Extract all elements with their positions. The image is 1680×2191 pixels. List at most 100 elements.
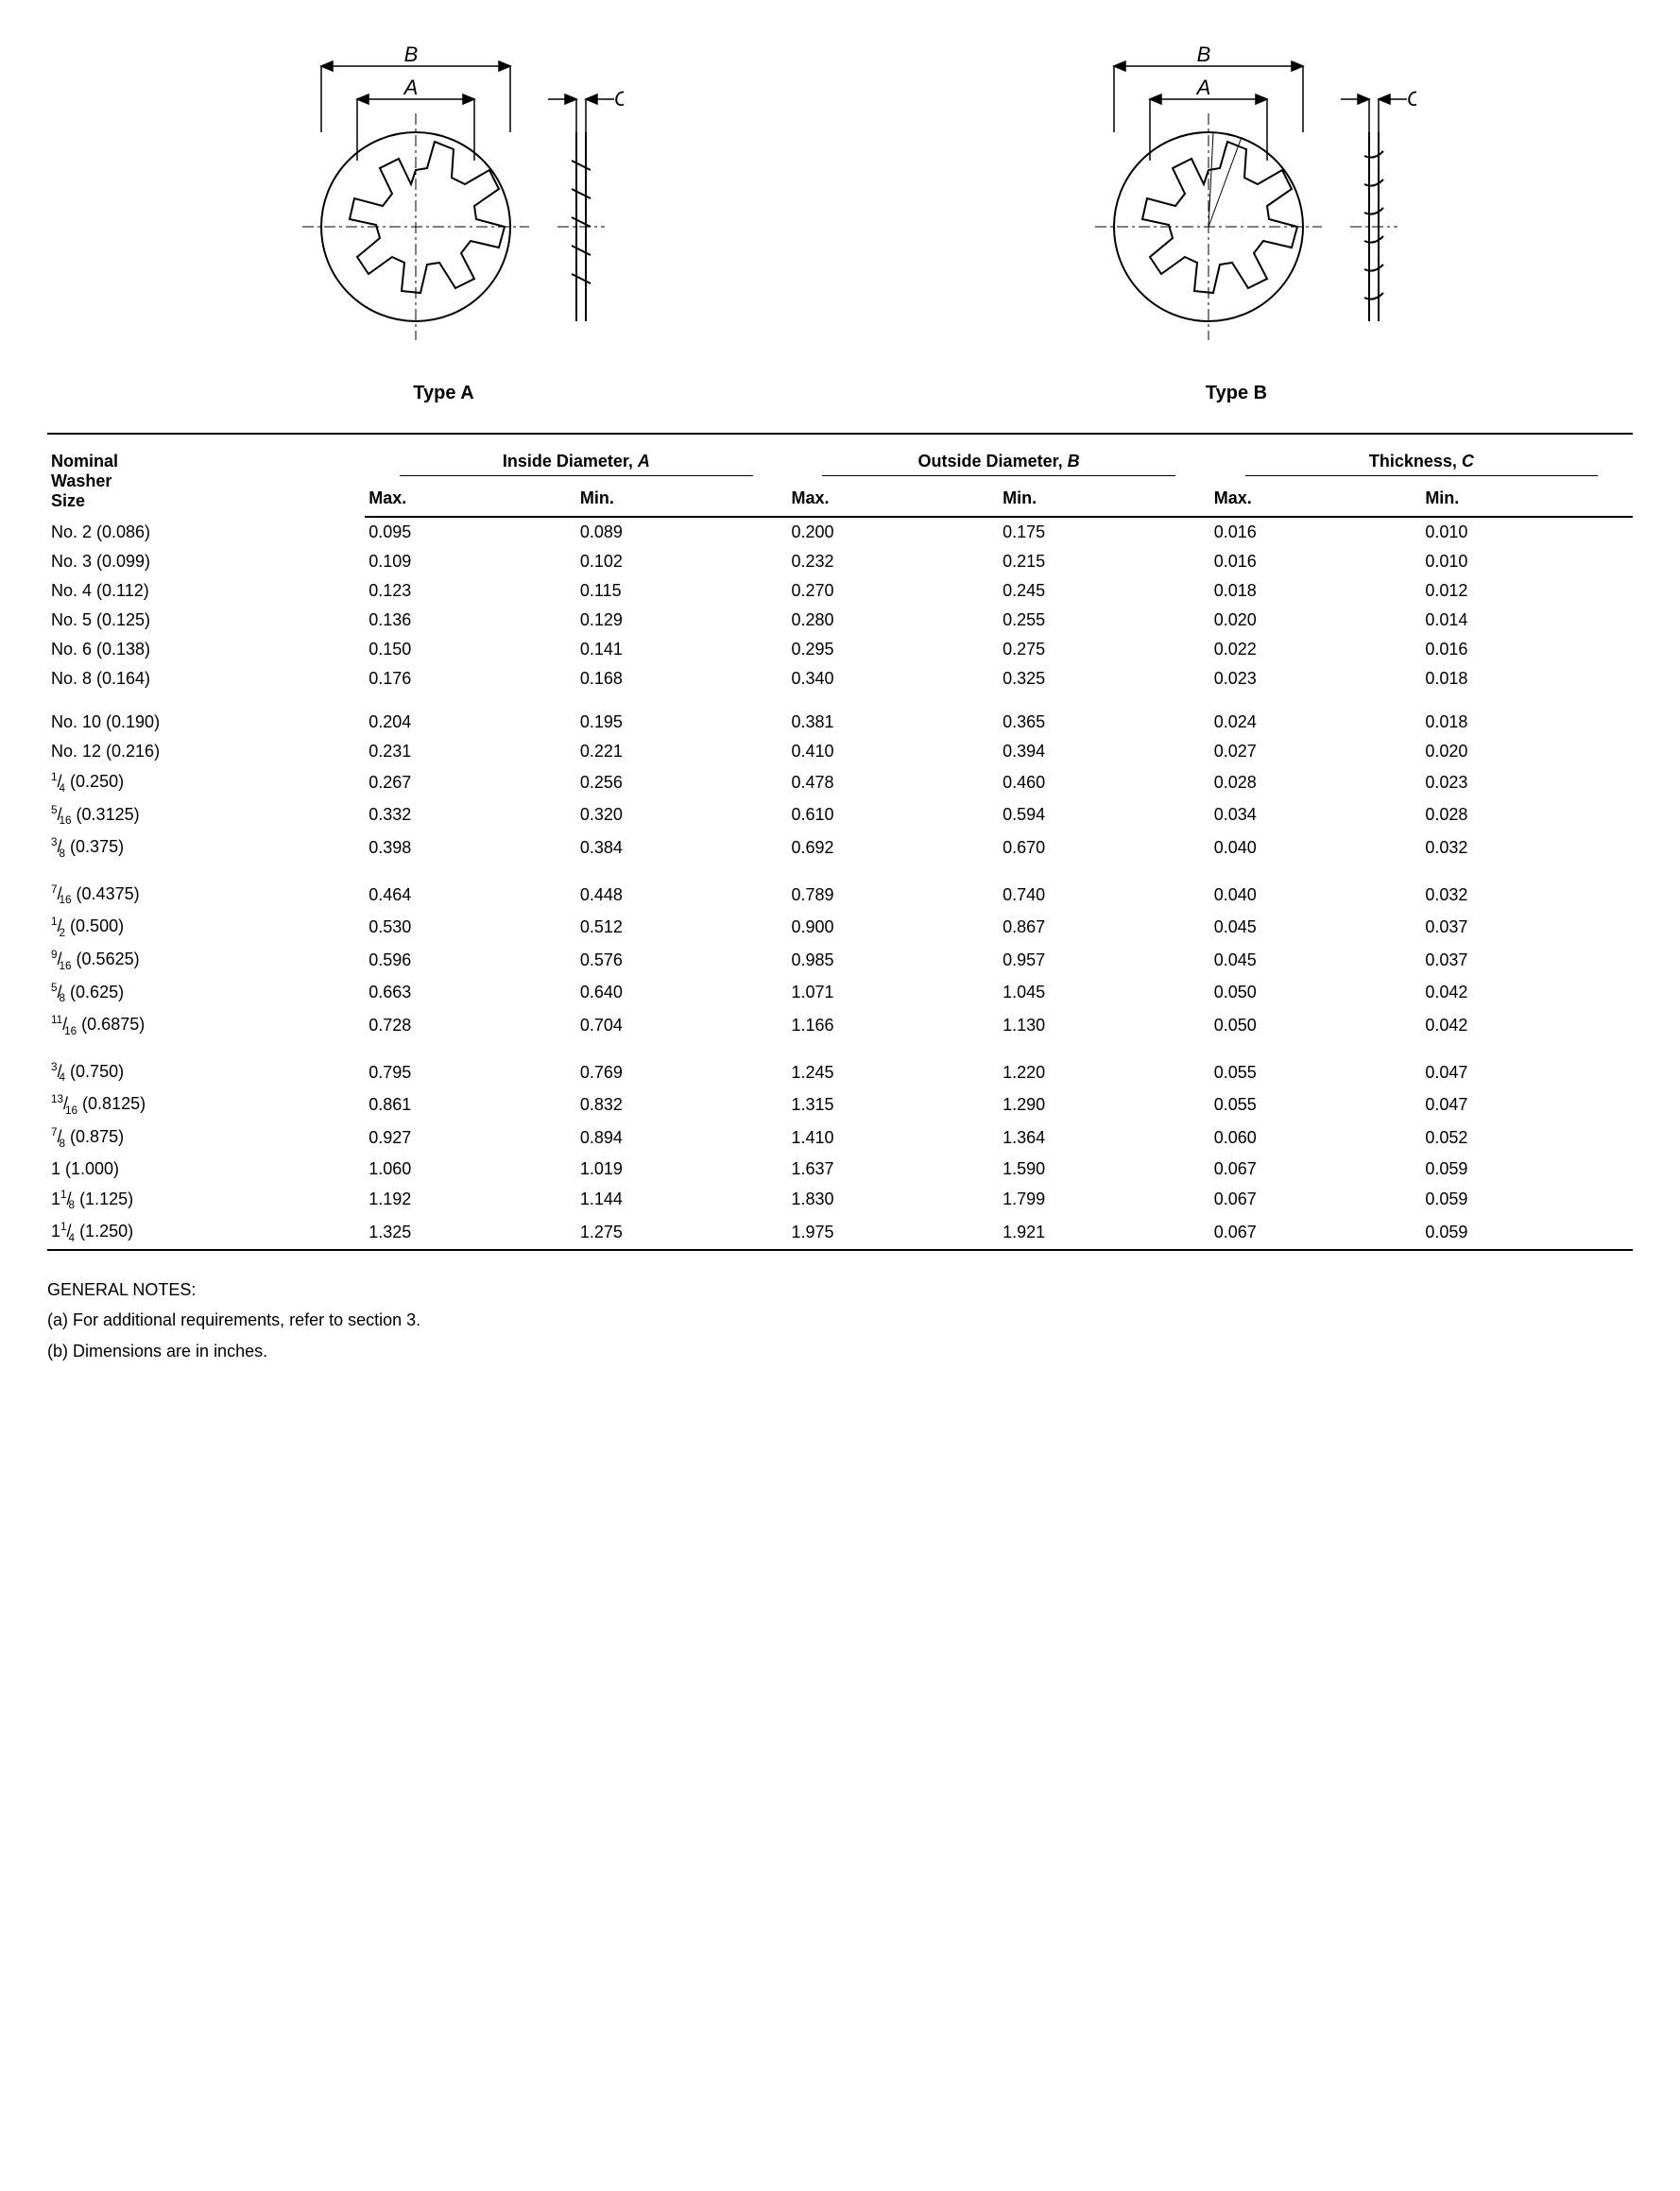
cell-c-max: 0.067	[1210, 1216, 1422, 1250]
cell-b-min: 0.245	[999, 576, 1210, 606]
cell-a-min: 0.640	[576, 977, 788, 1010]
cell-c-max: 0.067	[1210, 1155, 1422, 1184]
header-b-min: Min.	[999, 483, 1210, 517]
cell-a-max: 0.136	[365, 606, 576, 635]
cell-b-min: 0.255	[999, 606, 1210, 635]
cell-a-max: 1.325	[365, 1216, 576, 1250]
table-row: 5/8 (0.625)0.6630.6401.0711.0450.0500.04…	[47, 977, 1633, 1010]
cell-a-max: 0.176	[365, 664, 576, 693]
cell-c-max: 0.020	[1210, 606, 1422, 635]
cell-a-min: 1.144	[576, 1184, 788, 1217]
header-b-max: Max.	[787, 483, 999, 517]
cell-b-max: 0.280	[787, 606, 999, 635]
table-row: No. 8 (0.164)0.1760.1680.3400.3250.0230.…	[47, 664, 1633, 693]
cell-size: No. 4 (0.112)	[47, 576, 365, 606]
note-b: (b) Dimensions are in inches.	[47, 1336, 1633, 1366]
diagram-type-b: B A	[1057, 38, 1416, 404]
table-row: No. 12 (0.216)0.2310.2210.4100.3940.0270…	[47, 737, 1633, 766]
cell-c-min: 0.032	[1421, 831, 1633, 864]
cell-a-max: 0.109	[365, 547, 576, 576]
cell-a-min: 0.384	[576, 831, 788, 864]
header-inside: Inside Diameter, A	[365, 434, 787, 483]
general-notes: GENERAL NOTES: (a) For additional requir…	[47, 1275, 1633, 1366]
cell-b-max: 0.478	[787, 766, 999, 799]
table-row: No. 2 (0.086)0.0950.0890.2000.1750.0160.…	[47, 517, 1633, 547]
cell-size: No. 6 (0.138)	[47, 635, 365, 664]
cell-c-min: 0.059	[1421, 1184, 1633, 1217]
cell-b-min: 1.130	[999, 1009, 1210, 1042]
cell-c-min: 0.047	[1421, 1042, 1633, 1089]
note-a: (a) For additional requirements, refer t…	[47, 1305, 1633, 1335]
cell-c-min: 0.020	[1421, 737, 1633, 766]
cell-b-min: 0.460	[999, 766, 1210, 799]
svg-text:B: B	[1196, 43, 1210, 66]
cell-a-min: 0.769	[576, 1042, 788, 1089]
cell-a-max: 0.795	[365, 1042, 576, 1089]
cell-b-max: 0.381	[787, 693, 999, 737]
header-outside: Outside Diameter, B	[787, 434, 1209, 483]
cell-a-min: 0.894	[576, 1121, 788, 1155]
cell-a-max: 0.095	[365, 517, 576, 547]
cell-b-min: 0.215	[999, 547, 1210, 576]
cell-size: 3/4 (0.750)	[47, 1042, 365, 1089]
cell-b-max: 1.166	[787, 1009, 999, 1042]
cell-b-max: 0.270	[787, 576, 999, 606]
cell-a-min: 0.576	[576, 944, 788, 977]
table-row: 5/16 (0.3125)0.3320.3200.6100.5940.0340.…	[47, 799, 1633, 832]
cell-a-min: 1.275	[576, 1216, 788, 1250]
cell-c-min: 0.014	[1421, 606, 1633, 635]
washer-svg-type-a: B A	[265, 38, 624, 368]
cell-a-max: 0.728	[365, 1009, 576, 1042]
cell-a-max: 1.060	[365, 1155, 576, 1184]
cell-a-max: 0.861	[365, 1088, 576, 1121]
table-row: No. 10 (0.190)0.2040.1950.3810.3650.0240…	[47, 693, 1633, 737]
cell-c-min: 0.052	[1421, 1121, 1633, 1155]
cell-c-max: 0.028	[1210, 766, 1422, 799]
cell-size: 1/2 (0.500)	[47, 911, 365, 944]
cell-a-max: 0.663	[365, 977, 576, 1010]
type-a-label: Type A	[265, 383, 624, 404]
cell-b-min: 1.921	[999, 1216, 1210, 1250]
cell-c-max: 0.050	[1210, 977, 1422, 1010]
cell-c-max: 0.023	[1210, 664, 1422, 693]
cell-b-max: 0.340	[787, 664, 999, 693]
cell-c-max: 0.060	[1210, 1121, 1422, 1155]
cell-a-min: 0.089	[576, 517, 788, 547]
cell-b-max: 1.245	[787, 1042, 999, 1089]
cell-b-min: 1.045	[999, 977, 1210, 1010]
cell-c-max: 0.016	[1210, 517, 1422, 547]
cell-b-min: 1.799	[999, 1184, 1210, 1217]
header-thickness: Thickness, C	[1210, 434, 1633, 483]
cell-b-max: 0.900	[787, 911, 999, 944]
cell-a-max: 0.398	[365, 831, 576, 864]
cell-c-max: 0.034	[1210, 799, 1422, 832]
cell-a-max: 0.332	[365, 799, 576, 832]
cell-a-min: 0.115	[576, 576, 788, 606]
table-row: 3/8 (0.375)0.3980.3840.6920.6700.0400.03…	[47, 831, 1633, 864]
cell-c-max: 0.027	[1210, 737, 1422, 766]
cell-a-max: 0.927	[365, 1121, 576, 1155]
cell-b-max: 1.830	[787, 1184, 999, 1217]
header-c-min: Min.	[1421, 483, 1633, 517]
svg-text:C: C	[1407, 87, 1416, 111]
cell-a-max: 0.464	[365, 864, 576, 912]
cell-size: 5/8 (0.625)	[47, 977, 365, 1010]
cell-a-max: 0.123	[365, 576, 576, 606]
cell-size: No. 12 (0.216)	[47, 737, 365, 766]
table-row: 11/8 (1.125)1.1921.1441.8301.7990.0670.0…	[47, 1184, 1633, 1217]
table-row: No. 4 (0.112)0.1230.1150.2700.2450.0180.…	[47, 576, 1633, 606]
cell-b-max: 1.637	[787, 1155, 999, 1184]
cell-b-max: 0.232	[787, 547, 999, 576]
cell-a-min: 1.019	[576, 1155, 788, 1184]
cell-b-max: 0.610	[787, 799, 999, 832]
cell-size: No. 10 (0.190)	[47, 693, 365, 737]
table-row: 7/8 (0.875)0.9270.8941.4101.3640.0600.05…	[47, 1121, 1633, 1155]
cell-b-min: 0.275	[999, 635, 1210, 664]
cell-a-min: 0.448	[576, 864, 788, 912]
cell-c-min: 0.028	[1421, 799, 1633, 832]
cell-a-min: 0.168	[576, 664, 788, 693]
table-row: 1/2 (0.500)0.5300.5120.9000.8670.0450.03…	[47, 911, 1633, 944]
cell-a-min: 0.129	[576, 606, 788, 635]
cell-c-min: 0.010	[1421, 547, 1633, 576]
cell-a-max: 0.150	[365, 635, 576, 664]
